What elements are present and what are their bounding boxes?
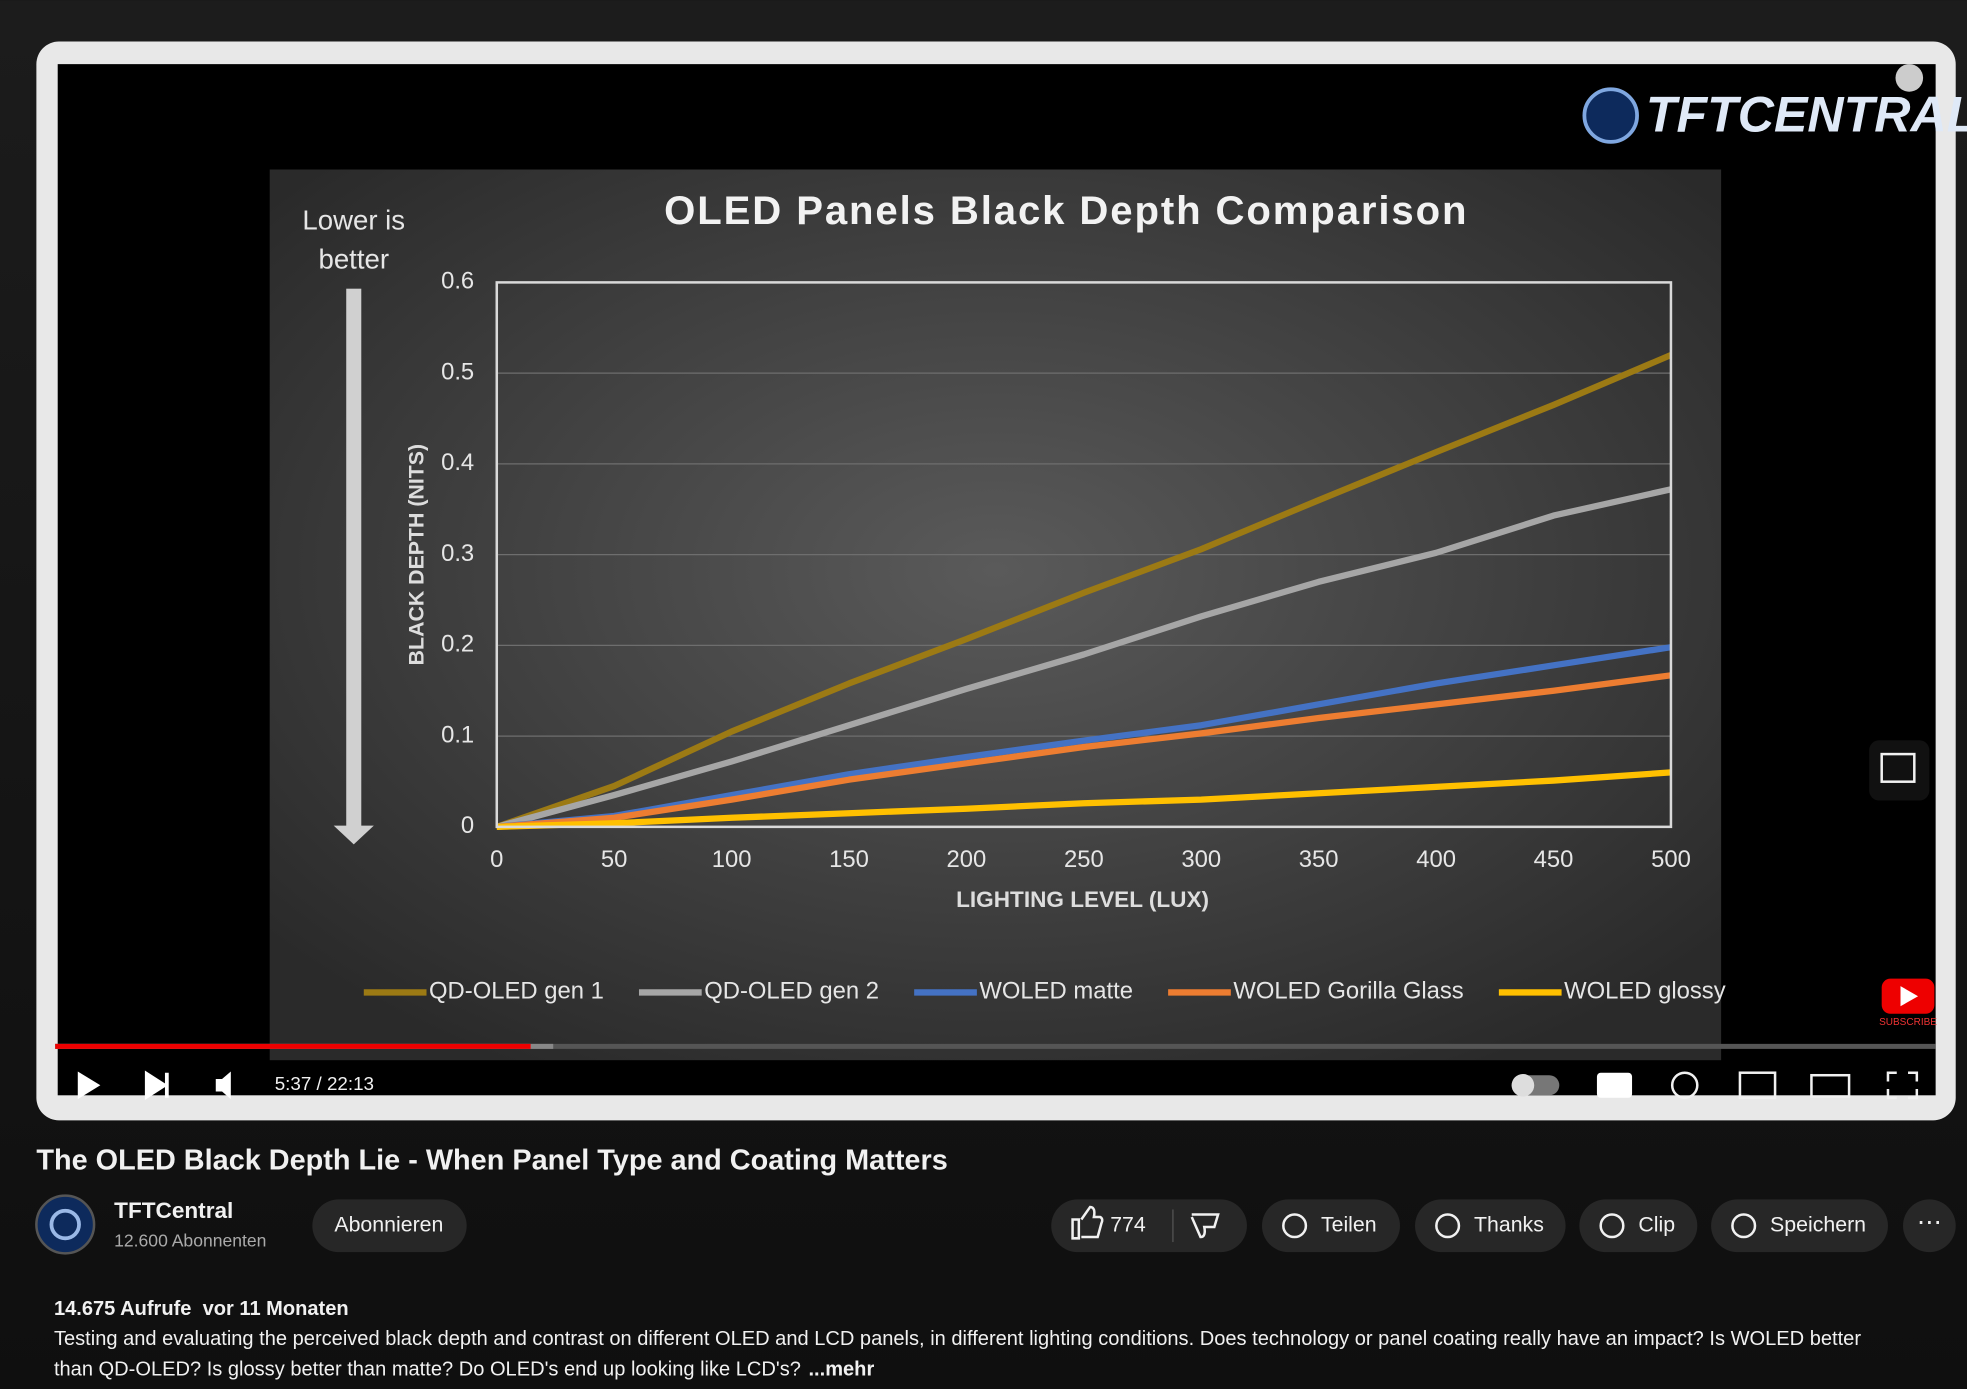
- x-axis-label: LIGHTING LEVEL (LUX): [956, 887, 1209, 912]
- annotation: Lower is: [302, 204, 405, 235]
- more-link[interactable]: ...mehr: [808, 1358, 874, 1380]
- x-tick-label: 200: [947, 846, 987, 873]
- channel-name[interactable]: TFTCentral: [114, 1198, 233, 1223]
- channel-avatar[interactable]: [35, 1194, 96, 1255]
- action-label: Clip: [1638, 1212, 1675, 1236]
- legend-label: WOLED glossy: [1564, 978, 1726, 1005]
- progress-played: [55, 1043, 531, 1049]
- subscribe-label: Abonnieren: [334, 1212, 443, 1236]
- series-line: [496, 769, 1672, 830]
- annotation: better: [318, 243, 389, 274]
- theater-button[interactable]: [1810, 1073, 1851, 1098]
- like-count: 774: [1110, 1212, 1146, 1236]
- subscribe-button[interactable]: [312, 1199, 467, 1253]
- description: Testing and evaluating the perceived bla…: [54, 1328, 1861, 1350]
- y-tick-label: 0.3: [441, 540, 474, 567]
- action-button[interactable]: [1261, 1199, 1400, 1253]
- y-tick-label: 0.4: [441, 449, 474, 476]
- logo-icon: [1582, 87, 1639, 144]
- legend-label: WOLED matte: [979, 978, 1133, 1005]
- x-tick-label: 350: [1299, 846, 1339, 873]
- more-dots: ⋯: [1917, 1208, 1942, 1236]
- legend-label: QD-OLED gen 1: [429, 978, 604, 1005]
- x-tick-label: 500: [1651, 846, 1691, 873]
- more-button[interactable]: [1903, 1199, 1956, 1253]
- fullscreen-button[interactable]: [1886, 1071, 1919, 1100]
- action-label: Thanks: [1474, 1212, 1544, 1236]
- settings-button[interactable]: [1670, 1071, 1699, 1100]
- action-icon: [1282, 1213, 1308, 1239]
- like-icon: [1071, 1205, 1104, 1240]
- legend-label: QD-OLED gen 2: [704, 978, 879, 1005]
- video-meta: 14.675 Aufrufe vor 11 Monaten: [54, 1298, 349, 1320]
- legend-label: WOLED Gorilla Glass: [1233, 978, 1463, 1005]
- dislike-icon: [1190, 1213, 1220, 1239]
- series-line: [496, 644, 1672, 830]
- y-tick-label: 0.2: [441, 631, 474, 658]
- progress-track[interactable]: [55, 1043, 1936, 1049]
- action-label: Teilen: [1321, 1212, 1377, 1236]
- x-tick-label: 450: [1534, 846, 1574, 873]
- description: than QD-OLED? Is glossy better than matt…: [54, 1358, 801, 1380]
- arrow-head: [333, 825, 374, 845]
- y-tick-label: 0.5: [441, 358, 474, 385]
- action-label: Speichern: [1770, 1212, 1866, 1236]
- miniplayer-button[interactable]: [1738, 1071, 1777, 1100]
- actions: Teilen Thanks Clip Speichern: [1261, 1199, 1888, 1253]
- x-tick-label: 100: [712, 846, 752, 873]
- chart-title: OLED Panels Black Depth Comparison: [664, 188, 1468, 233]
- subscriber-count: 12.600 Abonnenten: [114, 1231, 266, 1251]
- x-tick-label: 150: [829, 846, 869, 873]
- y-axis-label: BLACK DEPTH (NITS): [404, 444, 428, 665]
- autoplay-knob: [1511, 1073, 1535, 1097]
- action-icon: [1731, 1213, 1757, 1239]
- series-line: [495, 352, 1673, 830]
- y-tick-label: 0: [461, 812, 474, 839]
- plot-border: [495, 281, 1673, 829]
- subscribe-badge: SUBSCRIBE: [1879, 1017, 1937, 1028]
- series-line: [495, 486, 1672, 830]
- action-button[interactable]: [1579, 1199, 1698, 1253]
- video-title: The OLED Black Depth Lie - When Panel Ty…: [36, 1144, 947, 1176]
- like-dislike[interactable]: [1051, 1199, 1247, 1253]
- y-tick-label: 0.1: [441, 721, 474, 748]
- chart-background: [269, 169, 1722, 1061]
- play-glyph: [1900, 986, 1919, 1007]
- x-tick-label: 50: [601, 846, 628, 873]
- volume-button[interactable]: [215, 1071, 231, 1100]
- action-button[interactable]: [1711, 1199, 1888, 1253]
- x-tick-label: 300: [1181, 846, 1221, 873]
- action-icon: [1435, 1213, 1461, 1239]
- series-line: [496, 672, 1672, 830]
- arrow: [346, 288, 362, 829]
- avatar-glyph: [49, 1208, 81, 1241]
- action-icon: [1599, 1213, 1625, 1239]
- x-tick-label: 0: [490, 846, 503, 873]
- y-tick-label: 0.6: [441, 268, 474, 295]
- play-button[interactable]: [77, 1071, 101, 1100]
- next-button[interactable]: [144, 1070, 169, 1101]
- expand-icon: [1880, 752, 1916, 783]
- time: 5:37 / 22:13: [275, 1073, 374, 1094]
- expand-button[interactable]: [1869, 740, 1930, 801]
- chart: 0 0.1 0.2 0.3 0.4 0.5 0.6 0 50 100 150 200 250 300 350…: [363, 268, 1726, 1005]
- x-tick-label: 250: [1064, 846, 1104, 873]
- action-button[interactable]: [1415, 1199, 1566, 1253]
- info-icon[interactable]: [1895, 64, 1924, 92]
- subtitles-button[interactable]: [1596, 1072, 1633, 1098]
- logo: TFTCENTRAL: [1646, 86, 1967, 142]
- x-tick-label: 400: [1416, 846, 1456, 873]
